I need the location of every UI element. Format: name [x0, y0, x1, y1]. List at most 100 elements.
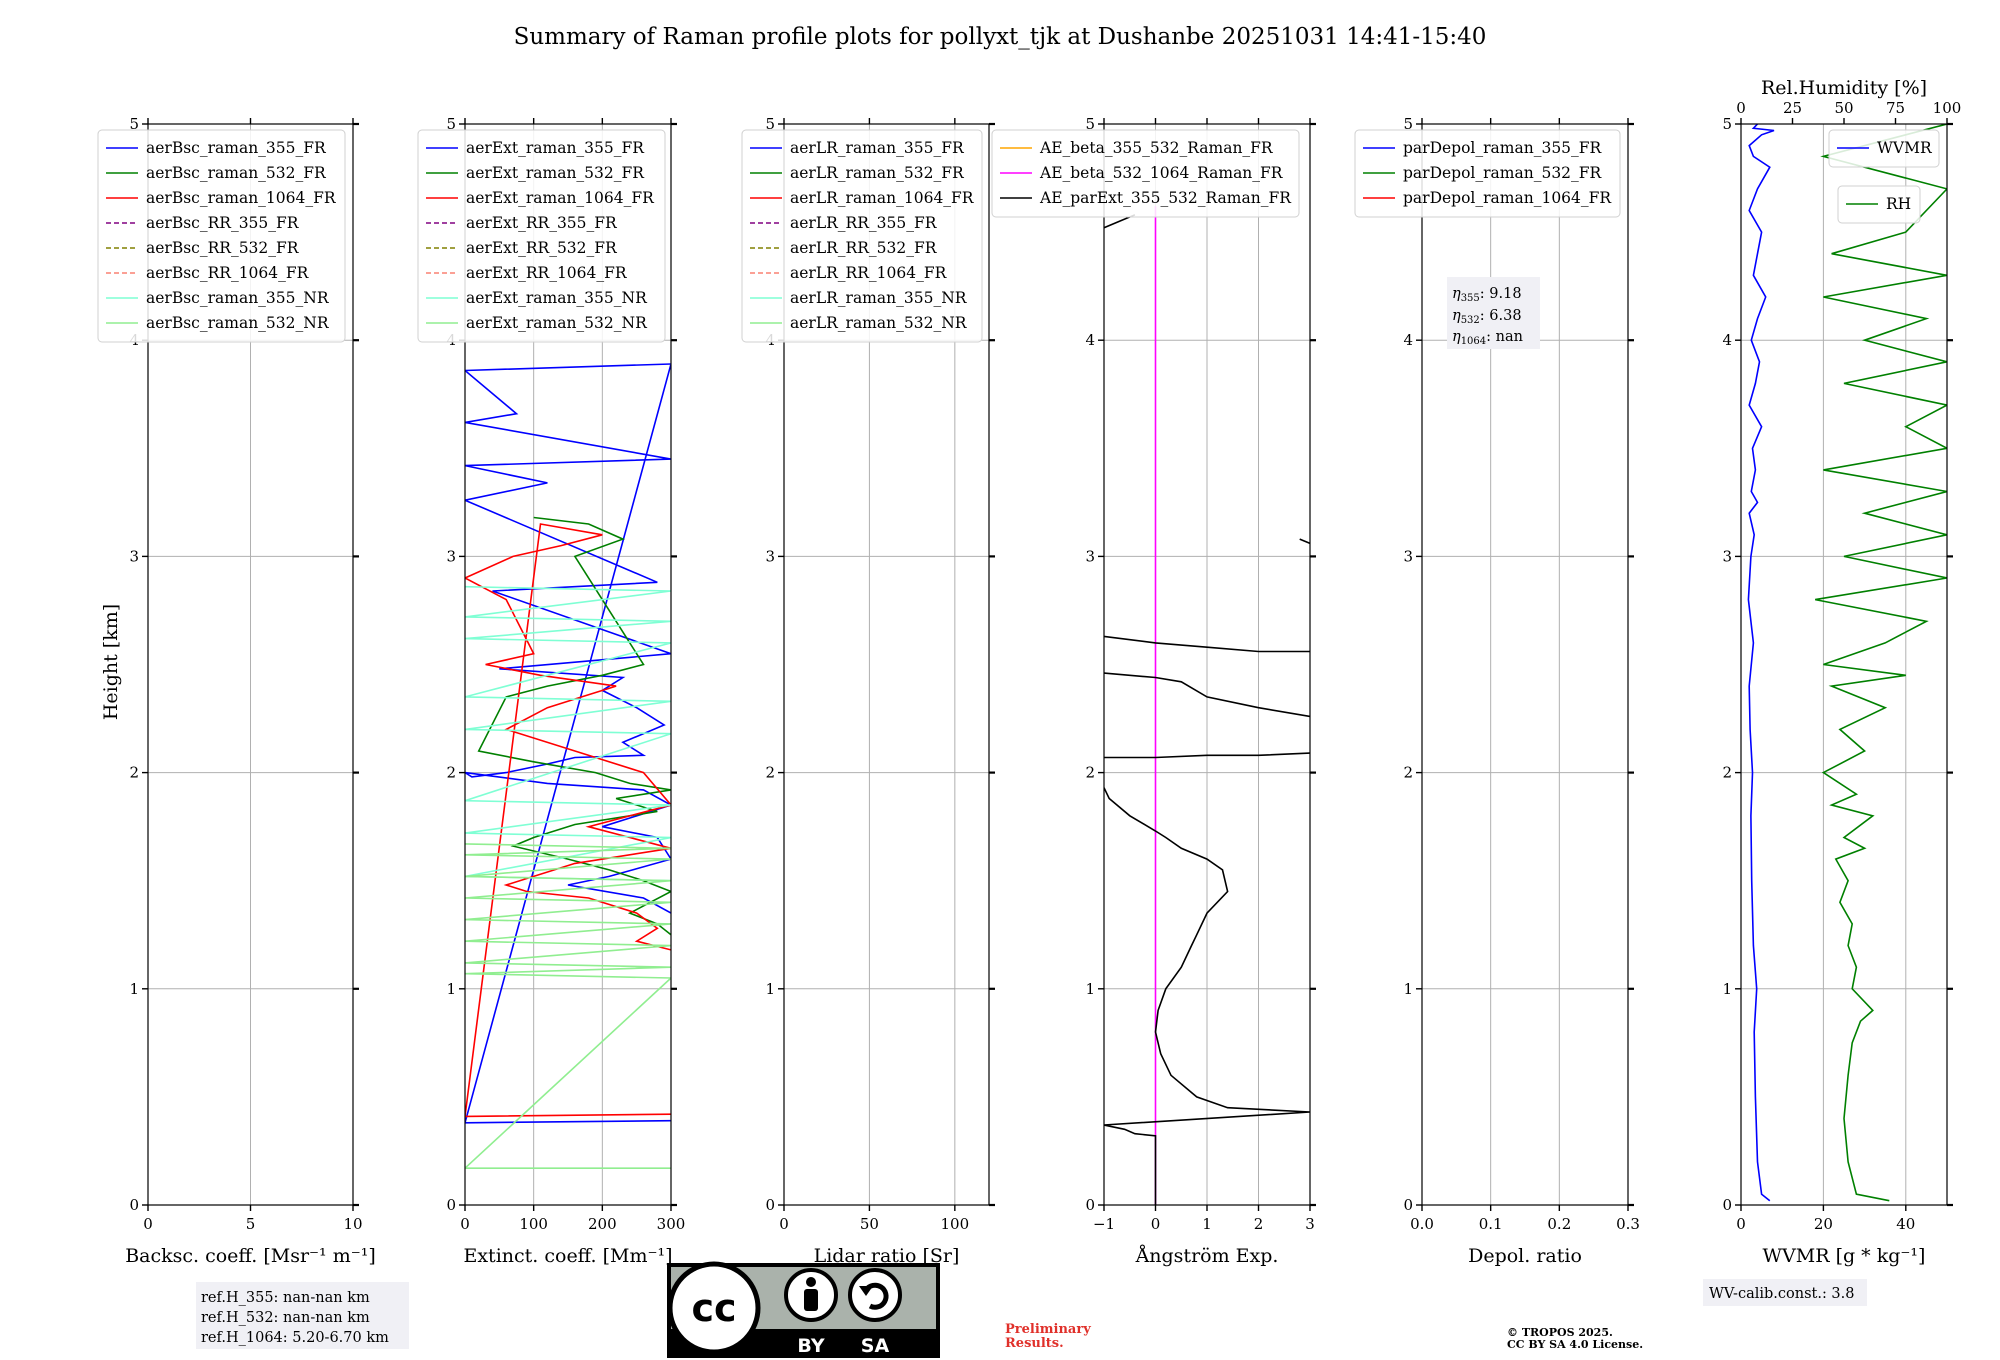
legend-label: RH: [1886, 195, 1911, 213]
legend-label: aerExt_raman_355_NR: [466, 289, 648, 307]
legend-box: [1354, 129, 1621, 218]
legend-label: aerBsc_raman_1064_FR: [146, 189, 337, 207]
legend-label: aerLR_RR_355_FR: [790, 214, 938, 232]
y-tick-label: 3: [765, 547, 775, 565]
eta-532-value: 6.38: [1489, 308, 1521, 324]
legend-label: aerBsc_raman_532_NR: [146, 314, 330, 332]
legend-label: aerBsc_RR_532_FR: [146, 239, 300, 257]
series-AE_parExt_355_532_Raman_FR: [1299, 538, 1310, 545]
grid-wv: [1741, 124, 1947, 1205]
legend-label: parDepol_raman_1064_FR: [1403, 189, 1612, 207]
series-AE_parExt_355_532_Raman_FR: [1104, 672, 1310, 718]
sa-share-alike-icon: [848, 1268, 902, 1322]
series-aerExt_raman_1064_FR: [465, 523, 671, 1118]
y-tick-label: 4: [1403, 331, 1413, 349]
series-AE_parExt_355_532_Raman_FR: [1104, 787, 1310, 1205]
cc-by-sa-badge: cc BY SA: [667, 1261, 940, 1358]
top-x-tick-label: 75: [1886, 99, 1905, 117]
y-tick-label: 1: [765, 980, 775, 998]
axes-frame-ext: [464, 123, 672, 1206]
y-tick-label: 2: [1085, 764, 1095, 782]
y-tick-label: 3: [1403, 547, 1413, 565]
copyright-note: © TROPOS 2025. CC BY SA 4.0 License.: [1507, 1326, 1643, 1351]
legend-label: aerBsc_raman_532_FR: [146, 164, 327, 182]
y-tick-label: 2: [1403, 764, 1413, 782]
x-tick-label: 0: [1736, 1215, 1746, 1233]
legend-bsc: aerBsc_raman_355_FR aerBsc_raman_532_FRae…: [97, 129, 346, 343]
legend-box: [1828, 129, 1940, 168]
top-x-tick-label: 25: [1783, 99, 1802, 117]
legend-label: aerExt_raman_532_FR: [466, 164, 645, 182]
x-tick-label: 10: [343, 1215, 362, 1233]
x-tick-label: 0.1: [1479, 1215, 1503, 1233]
legend-label: aerExt_RR_532_FR: [466, 239, 618, 257]
series-AE_parExt_355_532_Raman_FR: [1104, 752, 1310, 759]
ref-h-1064: ref.H_1064: 5.20-6.70 km: [201, 1330, 389, 1346]
legend-label: parDepol_raman_355_FR: [1403, 139, 1603, 157]
legend-label: aerBsc_RR_1064_FR: [146, 264, 310, 282]
x-axis-label-wv: WVMR [g * kg⁻¹]: [1763, 1245, 1926, 1267]
x-tick-label: 0: [1151, 1215, 1161, 1233]
series-group-ext: [465, 363, 671, 1169]
legend-label: aerBsc_RR_355_FR: [146, 214, 300, 232]
series-group-wv: [1747, 124, 1947, 1202]
x-tick-label: 3: [1305, 1215, 1315, 1233]
y-tick-label: 1: [1085, 980, 1095, 998]
legend-label: aerLR_RR_1064_FR: [790, 264, 948, 282]
x-axis-label-lr: Lidar ratio [Sr]: [814, 1245, 960, 1267]
series-aerExt_raman_355_NR: [465, 585, 671, 882]
angstrom-box: η355: 9.18 η532: 6.38 η1064: nan: [1447, 277, 1540, 349]
series-RH: [1815, 124, 1947, 1202]
wv-calib-text: WV-calib.const.: 3.8: [1709, 1286, 1855, 1302]
legend-ext: aerExt_raman_355_FR aerExt_raman_532_FRae…: [417, 129, 666, 343]
x-axis-label-dep: Depol. ratio: [1468, 1245, 1582, 1267]
y-tick-label: 5: [1722, 115, 1732, 133]
x-tick-label: 0: [779, 1215, 789, 1233]
panel-lr: 012345050100Lidar ratio [Sr]aerLR_raman_…: [741, 115, 995, 1267]
preliminary-line2: Results.: [1005, 1336, 1064, 1351]
series-aerExt_raman_355_FR: [465, 363, 671, 1124]
x-tick-label: 0.2: [1547, 1215, 1571, 1233]
top-x-tick-label: 0: [1736, 99, 1746, 117]
y-tick-label: 1: [129, 980, 139, 998]
y-tick-label: 0: [765, 1196, 775, 1214]
x-tick-label: 300: [657, 1215, 686, 1233]
legend-label: aerExt_raman_1064_FR: [466, 189, 655, 207]
series-WVMR: [1747, 124, 1775, 1202]
legend-label: aerLR_raman_1064_FR: [790, 189, 975, 207]
top-x-axis-label: Rel.Humidity [%]: [1761, 77, 1927, 99]
legend-box: [741, 129, 983, 343]
y-tick-label: 5: [129, 115, 139, 133]
legend-label: aerExt_raman_532_NR: [466, 314, 648, 332]
x-tick-label: 5: [246, 1215, 256, 1233]
y-tick-label: 5: [1403, 115, 1413, 133]
legend-label: AE_parExt_355_532_Raman_FR: [1039, 189, 1292, 207]
preliminary-note: Preliminary Results.: [1005, 1322, 1091, 1351]
cc-logo-icon: [667, 1261, 761, 1355]
eta-355-label: η355: 9.18: [1452, 286, 1522, 304]
y-tick-label: 3: [446, 547, 456, 565]
y-tick-label: 3: [1722, 547, 1732, 565]
copyright-line2: CC BY SA 4.0 License.: [1507, 1338, 1643, 1351]
legend-box: [1837, 185, 1921, 224]
y-tick-label: 2: [129, 764, 139, 782]
axes-frame-dep: [1421, 123, 1629, 1206]
y-tick-label: 0: [129, 1196, 139, 1214]
y-tick-label: 2: [446, 764, 456, 782]
y-tick-label: 1: [1722, 980, 1732, 998]
x-tick-label: 2: [1254, 1215, 1264, 1233]
axes-frame-wv: [1740, 123, 1948, 1206]
y-tick-label: 5: [1085, 115, 1095, 133]
copyright-line1: © TROPOS 2025.: [1507, 1326, 1613, 1339]
y-tick-label: 4: [1085, 331, 1095, 349]
x-tick-label: 0: [143, 1215, 153, 1233]
legend-wv-0: WVMR: [1828, 129, 1940, 168]
profile-panels: 0123450510Backsc. coeff. [Msr⁻¹ m⁻¹]aerB…: [97, 77, 1961, 1267]
legend-label: aerExt_RR_1064_FR: [466, 264, 628, 282]
x-tick-label: 1: [1202, 1215, 1212, 1233]
top-x-tick-label: 50: [1834, 99, 1853, 117]
legend-label: aerBsc_raman_355_FR: [146, 139, 327, 157]
panel-bsc: 0123450510Backsc. coeff. [Msr⁻¹ m⁻¹]aerB…: [97, 115, 376, 1267]
